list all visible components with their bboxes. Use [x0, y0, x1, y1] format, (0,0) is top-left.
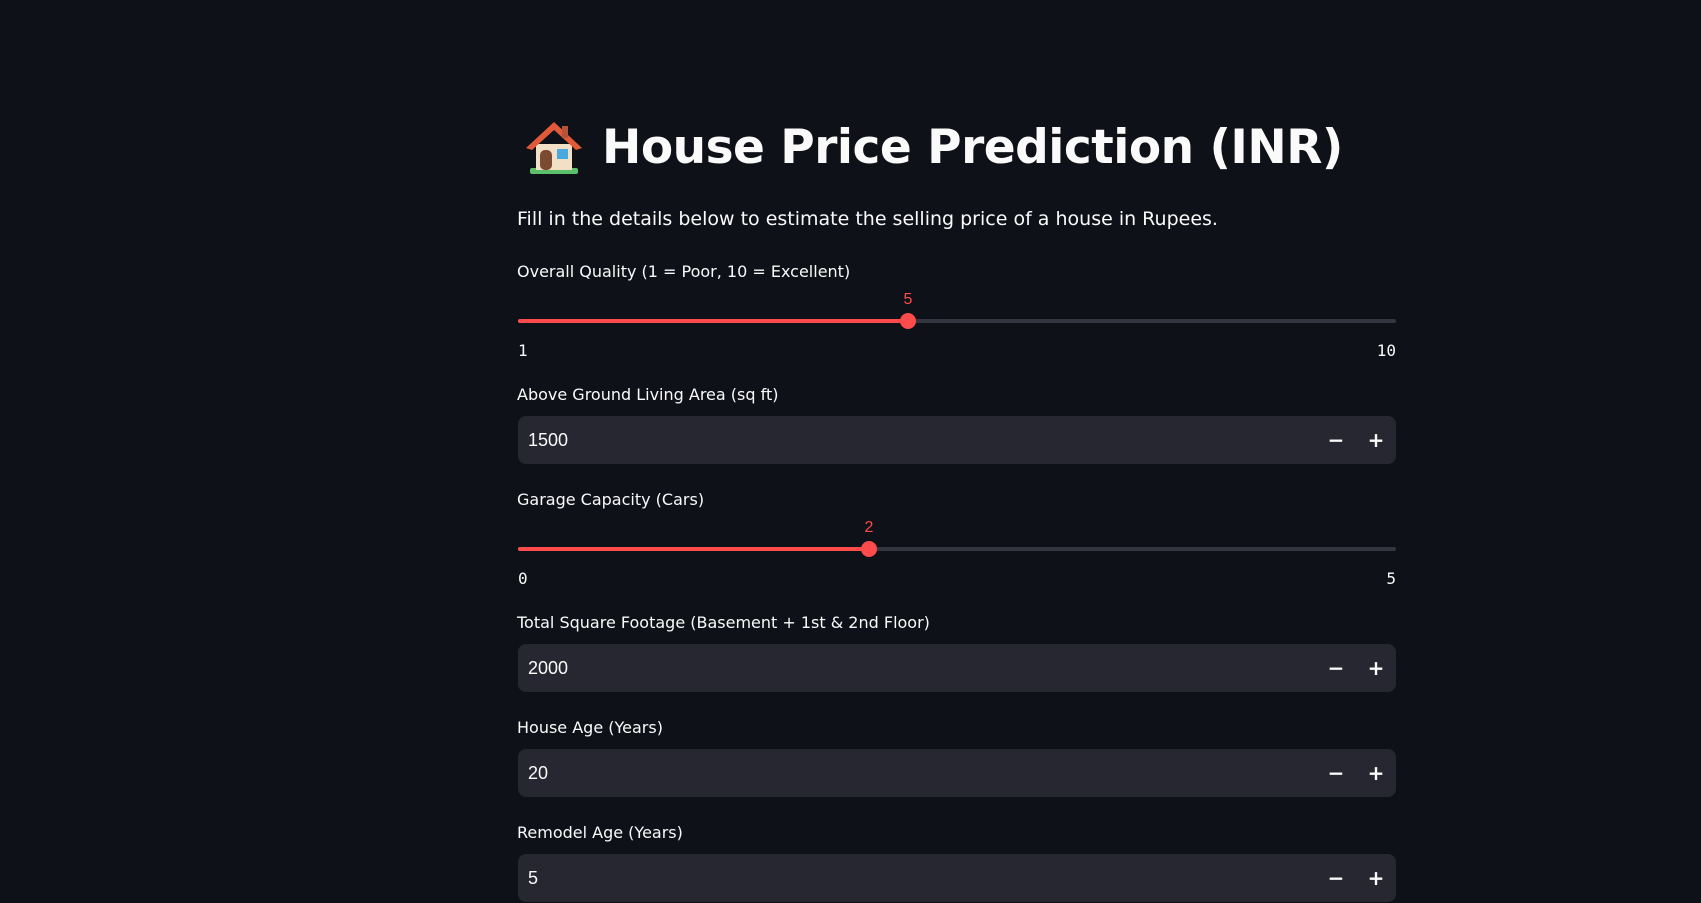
slider-min: 1	[518, 341, 528, 360]
house-age-input[interactable]	[518, 748, 1316, 798]
page-subtitle: Fill in the details below to estimate th…	[517, 208, 1218, 230]
slider-track[interactable]	[518, 319, 1396, 323]
increment-button[interactable]: +	[1367, 428, 1385, 452]
garage-capacity-slider[interactable]: 2 0 5	[517, 519, 1396, 588]
living-area-input[interactable]	[518, 415, 1316, 465]
page-title-text: House Price Prediction (INR)	[602, 119, 1343, 175]
slider-min: 0	[518, 569, 528, 588]
slider-track[interactable]	[518, 547, 1396, 551]
remodel-age-label: Remodel Age (Years)	[517, 823, 683, 842]
garage-capacity-label: Garage Capacity (Cars)	[517, 490, 705, 509]
total-sqft-input-container: − +	[518, 643, 1396, 693]
slider-value: 5	[903, 291, 913, 308]
house-icon	[524, 118, 584, 176]
slider-thumb[interactable]	[861, 541, 877, 557]
page-title: House Price Prediction (INR)	[524, 118, 1343, 176]
slider-max: 10	[1376, 341, 1396, 360]
living-area-input-container: − +	[518, 415, 1396, 465]
total-sqft-label: Total Square Footage (Basement + 1st & 2…	[517, 613, 930, 632]
slider-fill	[518, 319, 909, 323]
decrement-button[interactable]: −	[1327, 866, 1345, 890]
slider-fill	[518, 547, 869, 551]
decrement-button[interactable]: −	[1327, 428, 1345, 452]
decrement-button[interactable]: −	[1327, 761, 1345, 785]
remodel-age-input-container: − +	[518, 853, 1396, 903]
increment-button[interactable]: +	[1367, 761, 1385, 785]
house-age-input-container: − +	[518, 748, 1396, 798]
increment-button[interactable]: +	[1367, 656, 1385, 680]
increment-button[interactable]: +	[1367, 866, 1385, 890]
total-sqft-input[interactable]	[518, 643, 1316, 693]
slider-thumb[interactable]	[900, 313, 916, 329]
living-area-label: Above Ground Living Area (sq ft)	[517, 385, 779, 404]
house-age-label: House Age (Years)	[517, 718, 663, 737]
slider-max: 5	[1386, 569, 1396, 588]
remodel-age-input[interactable]	[518, 853, 1316, 903]
decrement-button[interactable]: −	[1327, 656, 1345, 680]
slider-value: 2	[864, 519, 874, 536]
overall-quality-label: Overall Quality (1 = Poor, 10 = Excellen…	[517, 262, 851, 281]
overall-quality-slider[interactable]: 5 1 10	[517, 291, 1396, 360]
